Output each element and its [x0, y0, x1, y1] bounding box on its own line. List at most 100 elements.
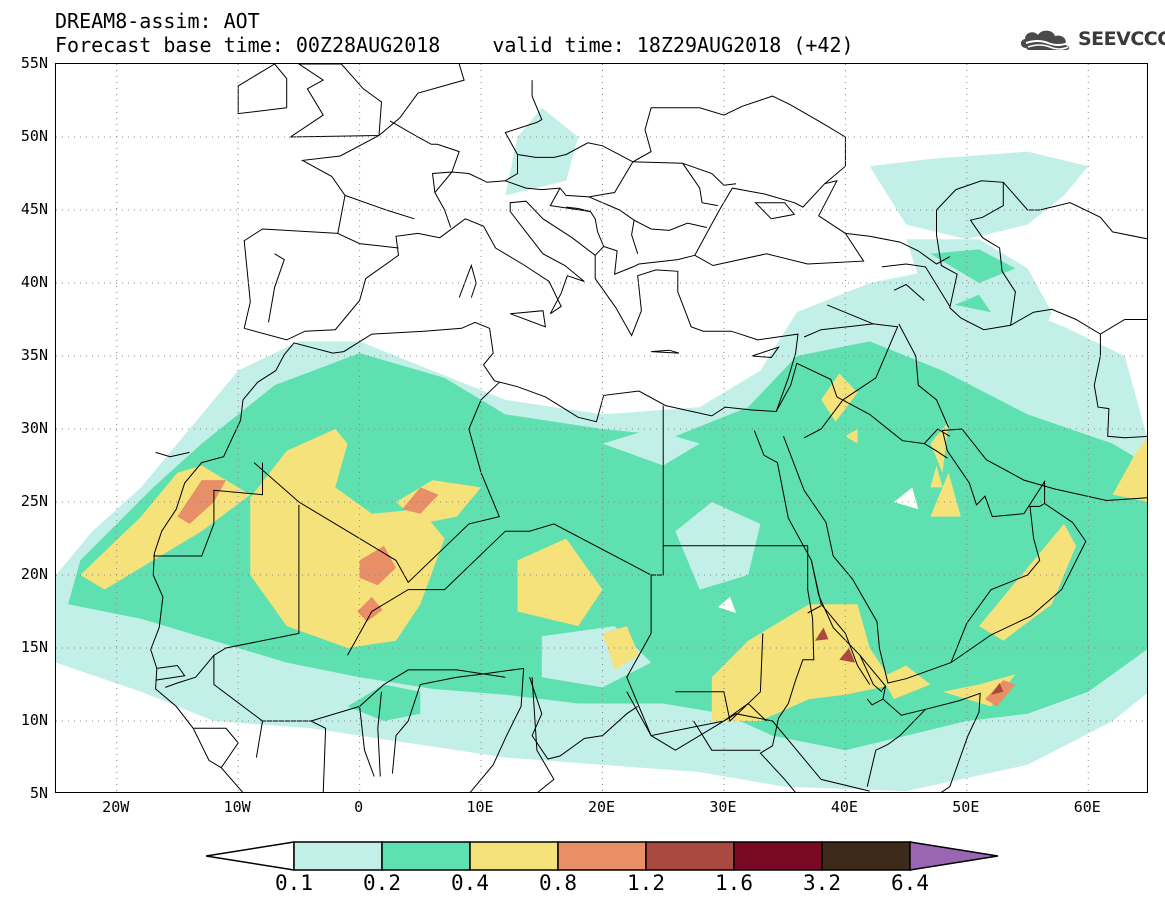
- boundary-line-27: [505, 154, 518, 182]
- colorbar-segment: [733, 841, 823, 871]
- aot-contour-31: [985, 680, 1016, 707]
- aot-contour-15: [517, 538, 603, 627]
- boundary-line-28: [337, 232, 399, 249]
- lat-label: 35N: [20, 346, 48, 364]
- lat-label: 15N: [20, 638, 48, 656]
- lat-label: 50N: [20, 127, 48, 145]
- boundary-line-19: [651, 545, 664, 576]
- aot-contour-36: [894, 487, 919, 510]
- aot-contour-5: [347, 684, 421, 721]
- lat-label: 10N: [20, 711, 48, 729]
- aot-contour-33: [839, 648, 856, 663]
- colorbar-segment: [909, 841, 998, 871]
- boundary-line-64: [693, 720, 761, 751]
- boundary-line-29: [268, 253, 285, 323]
- boundary-line-4: [753, 430, 981, 792]
- lat-label: 25N: [20, 492, 48, 510]
- boundary-line-31: [588, 196, 708, 231]
- lon-label: 0: [354, 798, 364, 816]
- lon-label: 40E: [830, 798, 858, 816]
- colorbar-level-label: 3.2: [803, 871, 841, 895]
- aot-contour-3: [906, 239, 1052, 342]
- seevccc-logo: SEEVCCC: [1018, 26, 1165, 52]
- lon-label: 20W: [102, 798, 130, 816]
- colorbar-segment: [381, 841, 471, 871]
- boundary-line-59: [391, 667, 525, 792]
- boundary-line-5: [783, 428, 1147, 684]
- colorbar-segment: [469, 841, 559, 871]
- aot-contour-2: [869, 151, 1089, 240]
- boundary-line-13: [155, 451, 190, 458]
- lat-label: 20N: [20, 565, 48, 583]
- colorbar-level-label: 1.2: [627, 871, 665, 895]
- boundary-line-54: [165, 654, 215, 688]
- boundary-line-17: [253, 381, 500, 584]
- aot-contour-10: [930, 249, 1016, 283]
- boundary-line-42: [1010, 308, 1147, 439]
- lon-label: 10W: [223, 798, 251, 816]
- aot-contour-28: [402, 487, 439, 514]
- colorbar-segment: [645, 841, 735, 871]
- boundary-line-38: [893, 283, 925, 301]
- aot-contour-32: [815, 627, 829, 641]
- colorbar-segment: [557, 841, 647, 871]
- aot-contour-34: [991, 683, 1004, 695]
- aot-contour-30: [357, 596, 383, 622]
- base-time: Forecast base time: 00Z28AUG2018: [55, 33, 441, 57]
- boundary-line-48: [881, 685, 886, 691]
- colorbar-level-label: 6.4: [891, 871, 929, 895]
- boundary-line-58: [377, 691, 382, 777]
- aot-contour-17: [711, 604, 894, 721]
- logo-text: SEEVCCC: [1078, 28, 1165, 50]
- colorbar-level-label: 0.4: [451, 871, 489, 895]
- boundary-line-61: [531, 677, 555, 792]
- lat-label: 30N: [20, 419, 48, 437]
- boundary-line-43: [1100, 319, 1147, 335]
- boundary-line-60: [529, 677, 638, 760]
- lon-label: 10E: [466, 798, 494, 816]
- time-info: Forecast base time: 00Z28AUG2018 valid ti…: [55, 34, 854, 56]
- boundary-line-21: [803, 323, 899, 439]
- cloud-logo-icon: [1020, 30, 1070, 50]
- boundary-line-20: [775, 362, 951, 445]
- boundary-line-7: [694, 180, 865, 267]
- lat-label: 45N: [20, 200, 48, 218]
- boundary-line-49: [859, 655, 883, 693]
- aot-contour-20: [979, 523, 1077, 641]
- boundary-line-11: [651, 349, 680, 354]
- aot-contour-35: [717, 596, 737, 613]
- boundary-line-2: [458, 263, 477, 298]
- aot-contour-9: [602, 429, 700, 466]
- boundary-line-47: [866, 698, 884, 706]
- map-panel: [55, 63, 1148, 793]
- boundary-line-53: [155, 664, 186, 681]
- boundary-line-50: [866, 708, 926, 787]
- aot-contour-19: [942, 674, 1016, 707]
- boundary-line-57: [359, 706, 375, 777]
- colorbar-level-label: 0.8: [539, 871, 577, 895]
- boundary-line-10: [237, 64, 288, 115]
- boundary-line-40: [898, 323, 950, 428]
- lat-label: 5N: [29, 784, 48, 802]
- aot-contour-24: [930, 472, 961, 517]
- boundary-line-39: [827, 304, 874, 325]
- colorbar-level-label: 1.6: [715, 871, 753, 895]
- lat-label: 40N: [20, 273, 48, 291]
- aot-contour-25: [845, 429, 858, 444]
- boundary-line-35: [682, 162, 737, 186]
- boundary-line-25: [434, 161, 634, 228]
- boundary-line-15: [153, 462, 263, 557]
- boundary-line-12: [751, 346, 780, 359]
- aot-contour-11: [954, 294, 992, 313]
- boundary-line-8: [754, 202, 796, 220]
- boundary-line-45: [759, 545, 815, 792]
- colorbar-level-label: 0.1: [275, 871, 313, 895]
- boundary-line-33: [566, 206, 591, 212]
- boundary-line-34: [594, 246, 605, 256]
- colorbar-segment: [206, 841, 295, 871]
- aot-contour-21: [1112, 438, 1147, 502]
- boundary-line-24: [632, 161, 718, 207]
- boundary-line-22: [924, 443, 948, 459]
- aot-contour-22: [821, 373, 858, 422]
- boundary-line-36: [845, 232, 951, 265]
